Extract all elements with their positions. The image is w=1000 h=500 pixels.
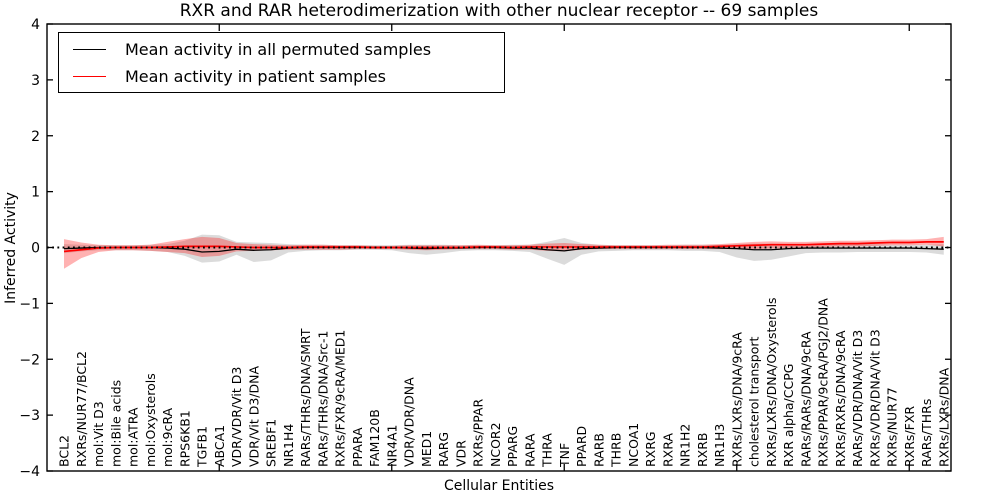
svg-text:RXRA: RXRA <box>660 433 675 467</box>
svg-text:RARG: RARG <box>436 432 451 467</box>
svg-text:RARs/VDR/DNA/Vit D3: RARs/VDR/DNA/Vit D3 <box>850 330 865 467</box>
legend-entry-permuted: Mean activity in all permuted samples <box>59 36 504 62</box>
svg-text:RXRB: RXRB <box>695 432 710 467</box>
svg-text:−4: −4 <box>19 464 40 480</box>
svg-text:THRA: THRA <box>540 433 555 468</box>
svg-text:RXRs/RXRs/DNA/9cRA: RXRs/RXRs/DNA/9cRA <box>833 330 848 467</box>
svg-text:1: 1 <box>31 185 40 201</box>
svg-text:RXRs/LXRs/DNA: RXRs/LXRs/DNA <box>936 367 951 467</box>
svg-text:RXRs/FXR: RXRs/FXR <box>902 406 917 467</box>
permuted-range-band <box>64 234 944 265</box>
svg-text:PPARG: PPARG <box>505 426 520 467</box>
svg-text:NR1H4: NR1H4 <box>281 424 296 467</box>
legend-entry-patient: Mean activity in patient samples <box>59 63 504 89</box>
x-category-labels: BCL2 RXRs/NUR77/BCL2 mol:Vit D3 mol:Bile ac… <box>57 297 952 468</box>
patient-mean-line <box>63 241 944 253</box>
svg-text:VDR/Vit D3/DNA: VDR/Vit D3/DNA <box>246 366 261 467</box>
svg-text:NR4A1: NR4A1 <box>384 425 399 468</box>
svg-text:RXRs/PPAR/9cRA/PGJ2/DNA: RXRs/PPAR/9cRA/PGJ2/DNA <box>816 298 831 467</box>
chart-title: RXR and RAR heterodimerization with othe… <box>179 1 819 21</box>
svg-text:VDR/VDR/DNA: VDR/VDR/DNA <box>402 377 417 467</box>
svg-text:mol:Bile acids: mol:Bile acids <box>108 380 123 467</box>
svg-text:RXRs/VDR/DNA/Vit D3: RXRs/VDR/DNA/Vit D3 <box>867 329 882 467</box>
y-tick-labels: 4 3 2 1 0 −1 −2 −3 −4 <box>19 17 951 480</box>
svg-text:RXRs/PPAR: RXRs/PPAR <box>471 399 486 467</box>
svg-text:RXR alpha/CCPG: RXR alpha/CCPG <box>781 364 796 467</box>
svg-text:TNF: TNF <box>557 443 572 468</box>
legend: Mean activity in all permuted samples Me… <box>58 32 505 93</box>
svg-text:mol:Oxysterols: mol:Oxysterols <box>143 373 158 467</box>
svg-text:RARs/THRs/DNA/SMRT: RARs/THRs/DNA/SMRT <box>298 328 313 467</box>
patient-range-band <box>64 236 944 269</box>
svg-text:3: 3 <box>31 73 40 89</box>
svg-text:RARs/THRs/DNA/Src-1: RARs/THRs/DNA/Src-1 <box>315 331 330 467</box>
svg-text:VDR: VDR <box>453 440 468 467</box>
x-tick-marks <box>218 24 910 471</box>
svg-text:−3: −3 <box>19 408 40 424</box>
svg-text:NCOR2: NCOR2 <box>488 422 503 467</box>
svg-text:THRB: THRB <box>609 433 624 468</box>
svg-text:−1: −1 <box>19 296 40 312</box>
svg-text:RXRs/LXRs/DNA/Oxysterols: RXRs/LXRs/DNA/Oxysterols <box>764 297 779 467</box>
svg-text:PPARD: PPARD <box>574 426 589 467</box>
svg-text:cholesterol transport: cholesterol transport <box>747 336 762 467</box>
svg-text:0: 0 <box>31 241 40 257</box>
svg-text:NR1H2: NR1H2 <box>678 424 693 467</box>
legend-label-permuted: Mean activity in all permuted samples <box>125 39 432 59</box>
svg-text:RXRs/NUR77: RXRs/NUR77 <box>885 387 900 467</box>
svg-text:BCL2: BCL2 <box>57 435 72 467</box>
svg-text:RXRs/LXRs/DNA/9cRA: RXRs/LXRs/DNA/9cRA <box>729 332 744 467</box>
svg-text:ABCA1: ABCA1 <box>212 425 227 467</box>
svg-text:NCOA1: NCOA1 <box>626 423 641 467</box>
svg-text:TGFB1: TGFB1 <box>195 426 210 468</box>
svg-text:RPS6KB1: RPS6KB1 <box>177 410 192 467</box>
svg-text:NR1H3: NR1H3 <box>712 424 727 467</box>
permuted-line-swatch <box>73 48 106 50</box>
svg-text:RXRs/NUR77/BCL2: RXRs/NUR77/BCL2 <box>74 351 89 467</box>
legend-label-patient: Mean activity in patient samples <box>125 66 386 86</box>
svg-text:mol:9cRA: mol:9cRA <box>160 407 175 467</box>
svg-text:PPARA: PPARA <box>350 427 365 467</box>
svg-text:−2: −2 <box>19 352 40 368</box>
svg-text:SREBF1: SREBF1 <box>264 419 279 467</box>
svg-text:mol:Vit D3: mol:Vit D3 <box>91 401 106 467</box>
svg-text:RARA: RARA <box>522 433 537 467</box>
svg-text:RARs/RARs/DNA/9cRA: RARs/RARs/DNA/9cRA <box>798 331 813 467</box>
patient-line-swatch <box>73 75 106 77</box>
x-axis-title: Cellular Entities <box>443 478 555 494</box>
svg-text:4: 4 <box>31 17 40 33</box>
svg-text:RARs/THRs: RARs/THRs <box>919 399 934 467</box>
svg-text:FAM120B: FAM120B <box>367 409 382 467</box>
svg-text:RARB: RARB <box>591 433 606 467</box>
svg-text:MED1: MED1 <box>419 431 434 467</box>
svg-text:RXRs/FXR/9cRA/MED1: RXRs/FXR/9cRA/MED1 <box>333 330 348 467</box>
y-axis-title: Inferred Activity <box>3 192 19 304</box>
svg-text:RXRG: RXRG <box>643 431 658 467</box>
svg-text:2: 2 <box>31 129 40 145</box>
svg-text:mol:ATRA: mol:ATRA <box>126 407 141 467</box>
svg-text:VDR/VDR/Vit D3: VDR/VDR/Vit D3 <box>229 367 244 467</box>
